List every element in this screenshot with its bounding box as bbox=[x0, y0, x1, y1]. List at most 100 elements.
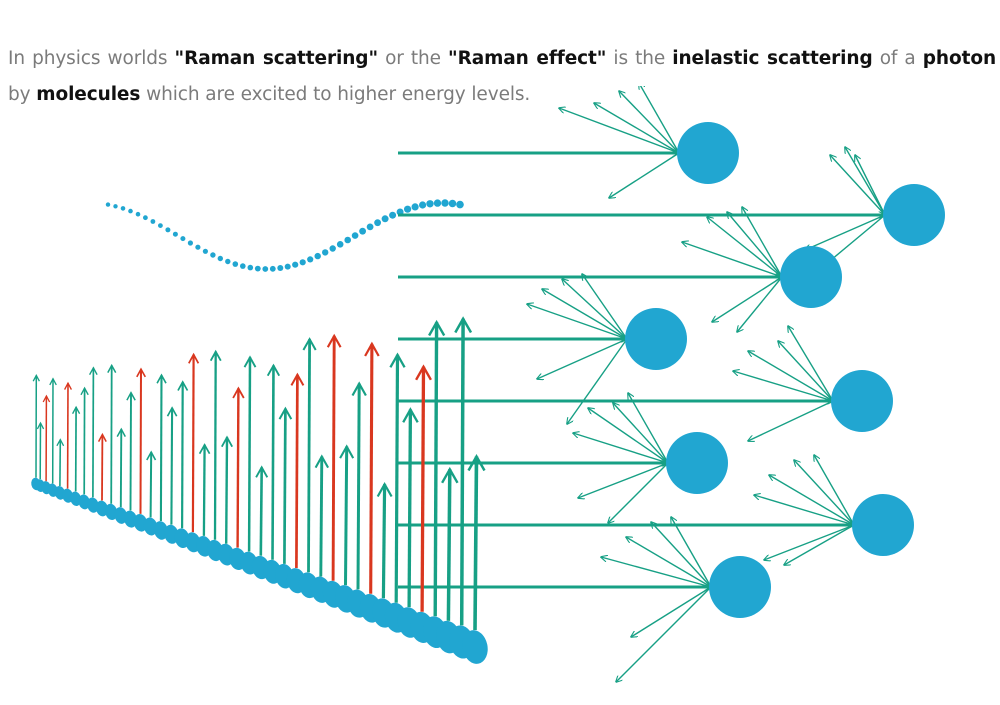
scattered-photon-ray bbox=[788, 326, 834, 402]
term-inelastic-scattering: inelastic scattering bbox=[672, 47, 873, 69]
photon-stem-teal bbox=[159, 375, 163, 522]
scattered-photon-ray bbox=[733, 371, 834, 402]
photon-base bbox=[133, 513, 148, 532]
photon-arrowhead bbox=[221, 435, 233, 448]
photon-base bbox=[87, 497, 99, 513]
photon-arrowhead bbox=[166, 406, 178, 417]
intro-paragraph: In physics worlds "Raman scattering" or … bbox=[8, 41, 996, 113]
molecule-circle bbox=[780, 246, 842, 308]
wave-dot bbox=[456, 200, 464, 209]
photon-stem-teal bbox=[119, 429, 123, 508]
scattered-photon-ray bbox=[588, 408, 669, 464]
photon-stem-teal bbox=[247, 357, 252, 552]
scattered-photon-ray bbox=[784, 524, 855, 565]
scattered-photon-ray bbox=[594, 103, 680, 154]
scattered-photon-ray bbox=[582, 274, 628, 340]
photon-stem-teal bbox=[170, 407, 174, 525]
photon-base bbox=[70, 491, 82, 507]
scatter-rays bbox=[527, 86, 886, 682]
wave-dot bbox=[165, 227, 171, 233]
wave-dot bbox=[120, 206, 126, 211]
scattered-photon-ray bbox=[628, 393, 669, 464]
wave-dot bbox=[105, 202, 111, 207]
wave-dot bbox=[240, 263, 246, 269]
photon-stem-teal bbox=[129, 392, 132, 511]
scattered-photon-ray bbox=[613, 403, 669, 464]
photon-arrowhead bbox=[209, 349, 222, 362]
wave-dot bbox=[381, 215, 389, 223]
scattered-photon-ray bbox=[626, 537, 712, 588]
photon-arrowhead bbox=[36, 421, 45, 430]
wave-dot bbox=[202, 248, 208, 254]
wave-dot bbox=[128, 208, 133, 214]
photon-bases bbox=[31, 477, 488, 664]
photon-beams bbox=[398, 153, 885, 587]
molecule-circle bbox=[666, 432, 728, 494]
scattered-photon-ray bbox=[562, 279, 628, 340]
scattered-photon-ray bbox=[537, 338, 628, 379]
photon-arrowhead bbox=[188, 352, 200, 364]
wave-dot bbox=[314, 252, 321, 260]
wave-dot bbox=[284, 263, 291, 270]
wave-dot bbox=[158, 223, 163, 229]
photon-arrowhead bbox=[339, 444, 355, 459]
wave-dot bbox=[299, 259, 306, 266]
scattered-photon-ray bbox=[754, 495, 855, 526]
photon-arrowhead bbox=[402, 407, 419, 423]
photon-arrowhead bbox=[116, 427, 126, 437]
wave-dot bbox=[366, 223, 374, 231]
intro-text: In physics worlds bbox=[8, 47, 175, 69]
photon-arrowhead bbox=[389, 352, 406, 368]
scattered-photon-ray bbox=[527, 304, 628, 340]
photon-arrowhead bbox=[97, 432, 107, 442]
photon-arrowhead bbox=[56, 438, 65, 447]
molecule-circle bbox=[852, 494, 914, 556]
photon-base bbox=[114, 507, 128, 524]
photon-arrowhead bbox=[243, 355, 257, 368]
photon-stem-teal bbox=[473, 456, 479, 631]
photon-stem-teal bbox=[92, 367, 95, 498]
photon-stem-teal bbox=[394, 354, 400, 603]
molecule-circle bbox=[625, 308, 687, 370]
molecules bbox=[625, 122, 945, 618]
intro-text: of a bbox=[872, 47, 923, 69]
scattered-photon-ray bbox=[682, 242, 783, 278]
wave-dot bbox=[187, 240, 193, 246]
wave-dot bbox=[433, 199, 442, 207]
photon-stem-red bbox=[236, 388, 240, 548]
photon-arrowhead bbox=[278, 406, 293, 420]
photon-arrowhead bbox=[71, 405, 81, 415]
wave-dots bbox=[105, 199, 464, 272]
photon-stem-teal bbox=[213, 351, 217, 540]
photon-stem-teal bbox=[433, 322, 439, 617]
wave-dot bbox=[254, 265, 261, 272]
scattered-photon-ray bbox=[573, 433, 669, 464]
photon-arrowhead bbox=[88, 366, 98, 376]
photon-arrowhead bbox=[198, 443, 211, 455]
wave-dot bbox=[336, 241, 344, 248]
wave-dot bbox=[210, 252, 216, 258]
photon-stem-teal bbox=[459, 318, 465, 626]
scattered-photon-ray bbox=[830, 155, 886, 216]
photon-arrowhead bbox=[314, 454, 330, 469]
photon-arrowhead bbox=[146, 450, 157, 461]
photon-arrowhead bbox=[255, 465, 269, 478]
photon-stem-teal bbox=[344, 446, 349, 586]
term-photon: photon bbox=[922, 47, 997, 69]
intro-text: which are excited to higher energy level… bbox=[140, 83, 531, 105]
molecule-circle bbox=[709, 556, 771, 618]
photon-arrowhead bbox=[302, 337, 317, 351]
scattered-photon-ray bbox=[671, 517, 712, 588]
scattered-photon-ray bbox=[707, 217, 783, 278]
wave-dot bbox=[307, 256, 314, 263]
photon-arrowhead bbox=[136, 367, 146, 378]
photon-arrowhead bbox=[32, 374, 40, 382]
wave-dot bbox=[344, 236, 352, 244]
scattered-photon-ray bbox=[825, 214, 886, 265]
wave-dot bbox=[374, 219, 381, 227]
scattered-photon-ray bbox=[748, 351, 834, 402]
photon-arrowhead bbox=[126, 391, 136, 401]
wave-dot bbox=[225, 258, 231, 265]
photon-stem-teal bbox=[271, 365, 275, 560]
photon-stem-teal bbox=[319, 456, 324, 577]
